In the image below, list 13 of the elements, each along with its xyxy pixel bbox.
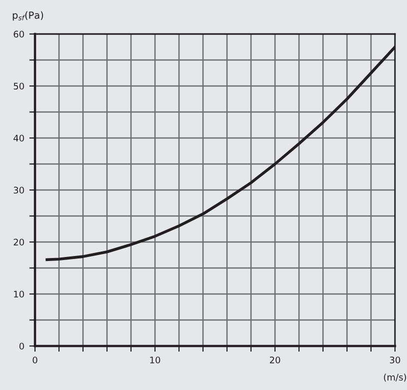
x-tick-label: 20 [270,356,280,364]
y-tick-label: 60 [14,30,24,38]
y-tick-label: 0 [19,342,24,350]
y-tick-label: 50 [14,82,24,90]
x-tick-label: 30 [390,356,400,364]
y-tick-label: 10 [14,290,24,298]
y-tick-label: 40 [14,134,24,142]
y-axis-title: p$_{sf}$(Pa) [12,11,44,21]
x-tick-label: 0 [32,356,38,364]
y-tick-label: 20 [14,238,24,246]
x-axis-title: (m/s) [384,374,406,382]
x-tick-label: 10 [150,356,160,364]
y-tick-label: 30 [14,186,24,194]
